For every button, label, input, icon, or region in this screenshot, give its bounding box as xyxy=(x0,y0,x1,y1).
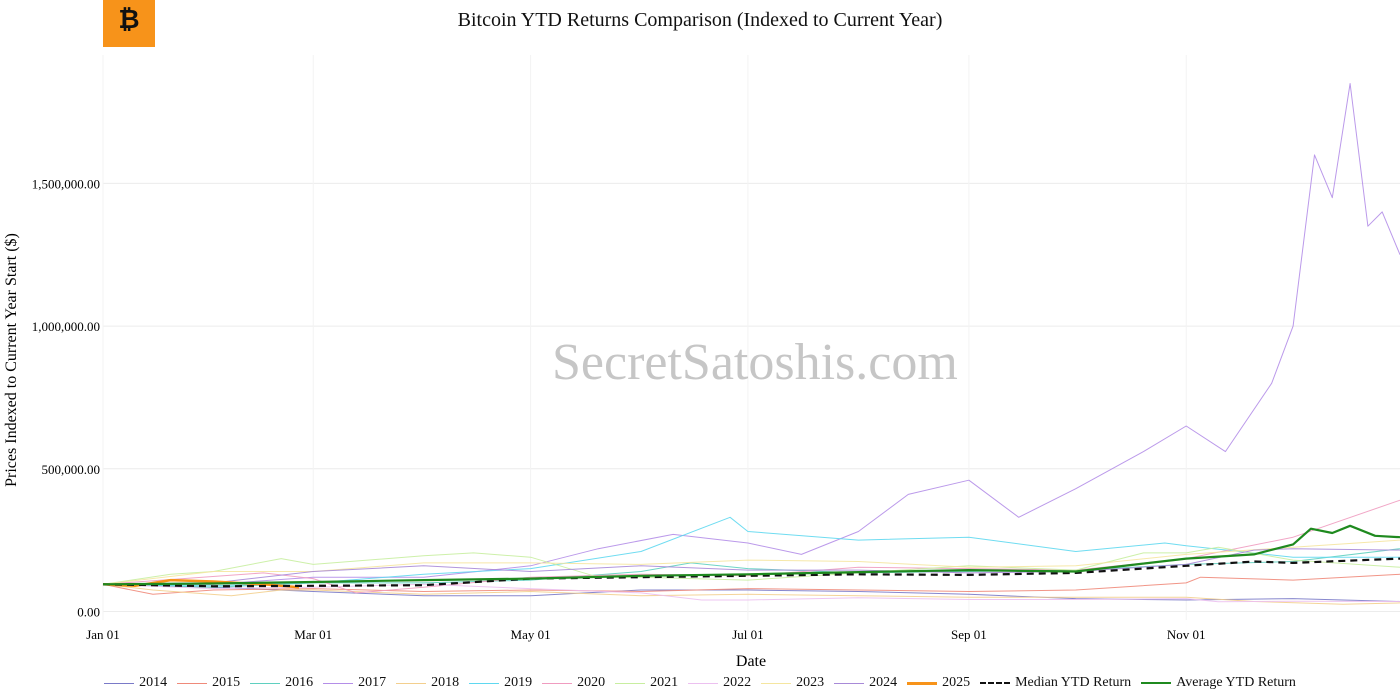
legend-item-2017[interactable]: 2017 xyxy=(323,675,386,691)
x-tick-label: Sep 01 xyxy=(951,627,987,642)
x-tick-label: Jul 01 xyxy=(732,627,763,642)
series-lines xyxy=(102,83,1400,605)
series-line-2014 xyxy=(102,583,1400,602)
legend-swatch xyxy=(907,681,938,685)
x-axis: Jan 01 Mar 01 May 01 Jul 01 Sep 01 Nov 01 xyxy=(86,627,1205,642)
legend-label: 2024 xyxy=(869,675,898,690)
legend-swatch xyxy=(615,682,646,684)
legend-label: 2015 xyxy=(212,675,241,690)
legend-swatch xyxy=(250,682,281,684)
gridlines xyxy=(102,55,1400,620)
x-axis-label: Date xyxy=(736,653,766,670)
legend-item-median-ytd-return[interactable]: Median YTD Return xyxy=(980,675,1131,691)
legend-item-2018[interactable]: 2018 xyxy=(396,675,459,691)
x-tick-label: May 01 xyxy=(511,627,551,642)
legend-swatch xyxy=(542,682,573,684)
legend-label: 2017 xyxy=(358,675,387,690)
y-axis-label: Prices Indexed to Current Year Start ($) xyxy=(3,233,20,487)
legend-item-2016[interactable]: 2016 xyxy=(250,675,313,691)
y-axis: 0.00 500,000.00 1,000,000.00 1,500,000.00 xyxy=(32,176,100,619)
x-tick-label: Nov 01 xyxy=(1167,627,1206,642)
legend-item-2025[interactable]: 2025 xyxy=(907,675,970,691)
legend-item-2024[interactable]: 2024 xyxy=(834,675,897,691)
legend-item-2015[interactable]: 2015 xyxy=(177,675,240,691)
legend-label: 2022 xyxy=(723,675,752,690)
bitcoin-logo: ₿ xyxy=(103,0,155,47)
x-tick-label: Mar 01 xyxy=(294,627,332,642)
legend-label: 2020 xyxy=(577,675,606,690)
legend-swatch xyxy=(980,682,1011,684)
legend-item-2020[interactable]: 2020 xyxy=(542,675,605,691)
series-line-2019 xyxy=(102,516,1400,587)
legend-swatch xyxy=(688,682,719,684)
series-line-2018 xyxy=(102,583,1400,605)
legend-label: 2014 xyxy=(139,675,168,690)
bitcoin-logo-icon: ₿ xyxy=(118,5,140,35)
legend-label: 2018 xyxy=(431,675,460,690)
legend-swatch xyxy=(104,682,135,684)
legend-swatch xyxy=(1141,682,1172,684)
series-line-average-ytd-return xyxy=(102,524,1400,586)
chart-legend: 2014 2015 2016 2017 2018 2019 2020 2021 2022 2023… xyxy=(0,675,1400,691)
series-line-2020 xyxy=(102,499,1400,594)
chart-title: Bitcoin YTD Returns Comparison (Indexed … xyxy=(457,9,943,31)
legend-label: 2023 xyxy=(796,675,825,690)
series-line-median-ytd-return xyxy=(102,557,1400,588)
legend-label: Average YTD Return xyxy=(1176,675,1296,690)
legend-label: 2025 xyxy=(942,675,971,690)
legend-label: 2016 xyxy=(285,675,314,690)
legend-swatch xyxy=(834,682,865,684)
legend-item-average-ytd-return[interactable]: Average YTD Return xyxy=(1141,675,1296,691)
legend-swatch xyxy=(469,682,500,684)
y-tick-label: 500,000.00 xyxy=(42,462,101,477)
series-line-2022 xyxy=(102,583,1400,603)
y-tick-label: 1,500,000.00 xyxy=(32,176,100,191)
legend-swatch xyxy=(323,682,354,684)
legend-item-2014[interactable]: 2014 xyxy=(104,675,167,691)
y-tick-label: 0.00 xyxy=(77,604,100,619)
series-line-2024 xyxy=(102,548,1400,585)
legend-swatch xyxy=(396,682,427,684)
series-line-2021 xyxy=(102,546,1400,585)
series-line-2015 xyxy=(102,573,1400,595)
x-tick-label: Jan 01 xyxy=(86,627,120,642)
legend-swatch xyxy=(761,682,792,684)
legend-item-2023[interactable]: 2023 xyxy=(761,675,824,691)
legend-item-2019[interactable]: 2019 xyxy=(469,675,532,691)
legend-label: 2021 xyxy=(650,675,679,690)
watermark: SecretSatoshis.com xyxy=(552,334,958,391)
y-tick-label: 1,000,000.00 xyxy=(32,319,100,334)
legend-item-2021[interactable]: 2021 xyxy=(615,675,678,691)
series-line-2017 xyxy=(103,83,1400,585)
legend-swatch xyxy=(177,682,208,684)
legend-label: Median YTD Return xyxy=(1015,675,1132,690)
legend-item-2022[interactable]: 2022 xyxy=(688,675,751,691)
legend-label: 2019 xyxy=(504,675,533,690)
